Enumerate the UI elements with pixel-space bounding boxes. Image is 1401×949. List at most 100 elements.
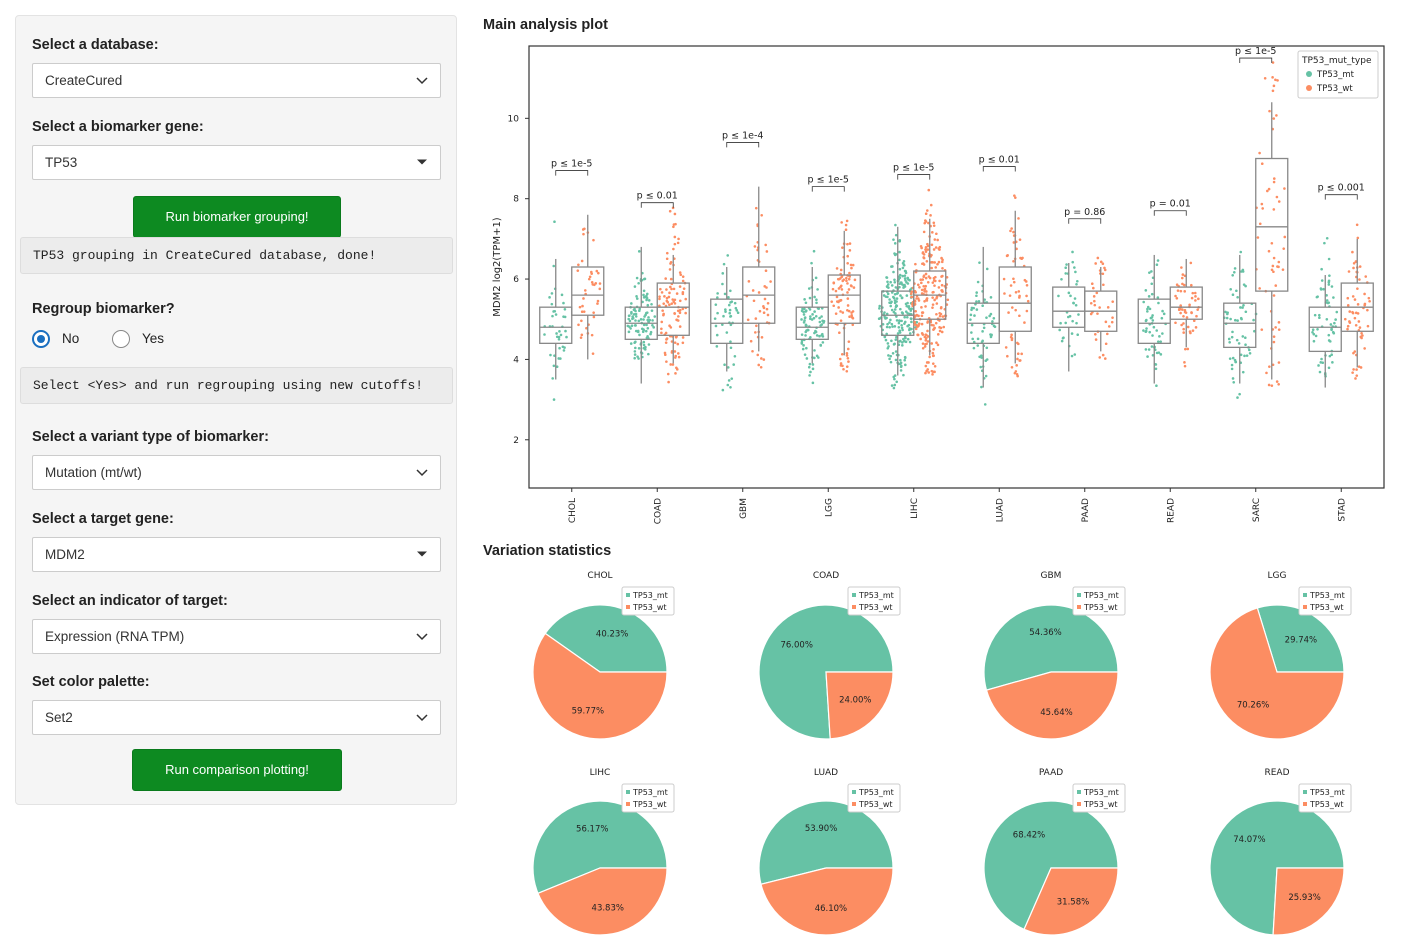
swarm-point: [923, 335, 927, 339]
swarm-point: [1319, 361, 1323, 364]
swarm-point: [942, 325, 946, 329]
swarm-point: [1062, 336, 1065, 340]
swarm-point: [920, 292, 924, 295]
swarm-point: [883, 316, 887, 319]
swarm-point: [923, 288, 926, 291]
swarm-point: [929, 214, 932, 217]
swarm-point: [916, 333, 920, 337]
swarm-point: [1346, 296, 1350, 300]
swarm-point: [1327, 301, 1331, 304]
swarm-point: [804, 334, 807, 337]
swarm-point: [645, 296, 649, 300]
pie-legend-entry: TP53_mt: [1083, 788, 1119, 797]
swarm-point: [822, 319, 826, 323]
variant-type-select[interactable]: Mutation (mt/wt): [32, 455, 441, 490]
swarm-point: [846, 262, 849, 265]
swarm-point: [887, 345, 890, 348]
swarm-point: [1147, 348, 1151, 351]
box-group-LUAD-TP53_wt: [998, 194, 1032, 378]
swarm-point: [636, 355, 639, 358]
swarm-point: [851, 263, 855, 267]
swarm-point: [1230, 335, 1234, 339]
swarm-point: [893, 342, 896, 346]
swarm-point: [1241, 335, 1245, 338]
run-grouping-button[interactable]: Run biomarker grouping!: [133, 196, 341, 238]
swarm-point: [1183, 290, 1187, 293]
swarm-point: [1277, 382, 1280, 386]
biomarker-select[interactable]: TP53: [32, 145, 441, 180]
swarm-point: [1013, 194, 1016, 197]
swarm-point: [650, 309, 654, 312]
swarm-point: [904, 363, 907, 367]
swarm-point: [926, 368, 929, 371]
swarm-point: [713, 317, 717, 320]
swarm-point: [577, 323, 580, 327]
swarm-point: [886, 280, 889, 284]
swarm-point: [925, 209, 929, 212]
swarm-point: [663, 351, 667, 355]
pie-LGG: LGG 29.74% 70.26% TP53_mt TP53_wt: [1209, 571, 1352, 740]
swarm-point: [668, 209, 672, 213]
swarm-point: [895, 319, 899, 322]
swarm-point: [991, 320, 994, 323]
swarm-point: [937, 260, 941, 264]
database-select[interactable]: CreateCured: [32, 63, 441, 98]
swarm-point: [820, 333, 824, 337]
swarm-point: [659, 287, 662, 291]
swarm-point: [633, 353, 637, 356]
swarm-point: [635, 295, 638, 298]
swarm-point: [1148, 307, 1152, 311]
swarm-point: [1098, 356, 1102, 359]
regroup-yes-radio[interactable]: [112, 330, 130, 348]
swarm-point: [665, 257, 669, 261]
swarm-point: [801, 307, 804, 311]
swarm-point: [975, 308, 979, 311]
swarm-point: [1231, 293, 1235, 297]
swarm-point: [1283, 187, 1286, 190]
pie-slice-wt: [825, 671, 894, 740]
swarm-point: [812, 249, 816, 253]
y-tick-label: 4: [513, 355, 519, 365]
swarm-point: [932, 324, 935, 327]
swarm-point: [756, 353, 760, 357]
swarm-point: [674, 354, 678, 358]
run-plotting-button[interactable]: Run comparison plotting!: [132, 749, 342, 791]
swarm-point: [1320, 279, 1324, 282]
swarm-point: [975, 294, 978, 298]
swarm-point: [1228, 340, 1231, 344]
swarm-point: [1175, 283, 1179, 287]
swarm-point: [1320, 267, 1323, 271]
swarm-point: [1181, 273, 1185, 276]
swarm-point: [899, 361, 903, 365]
pie-legend-box: [621, 783, 675, 813]
swarm-point: [984, 359, 988, 363]
swarm-point: [1351, 311, 1355, 315]
swarm-point: [983, 403, 987, 406]
pie-legend-marker: [1303, 802, 1307, 806]
regroup-no-radio[interactable]: [32, 330, 50, 348]
swarm-point: [1190, 283, 1193, 287]
swarm-point: [810, 261, 813, 265]
swarm-point: [1025, 309, 1029, 313]
swarm-point: [922, 263, 926, 266]
swarm-point: [1236, 295, 1239, 299]
swarm-point: [671, 298, 675, 301]
swarm-point: [920, 281, 923, 285]
swarm-point: [1226, 311, 1229, 314]
chevron-down-icon: [416, 714, 428, 722]
swarm-point: [548, 296, 551, 299]
swarm-point: [940, 289, 944, 292]
swarm-point: [803, 316, 807, 319]
palette-select[interactable]: Set2: [32, 700, 441, 735]
swarm-point: [848, 271, 851, 275]
x-tick-label: STAD: [1337, 498, 1347, 522]
swarm-point: [628, 314, 631, 317]
target-gene-select[interactable]: MDM2: [32, 537, 441, 572]
swarm-point: [635, 297, 639, 300]
legend-marker: [1306, 71, 1312, 77]
swarm-point: [1094, 262, 1097, 265]
indicator-select[interactable]: Expression (RNA TPM): [32, 619, 441, 654]
swarm-point: [673, 298, 677, 302]
swarm-point: [1327, 366, 1331, 370]
swarm-point: [1266, 189, 1269, 193]
